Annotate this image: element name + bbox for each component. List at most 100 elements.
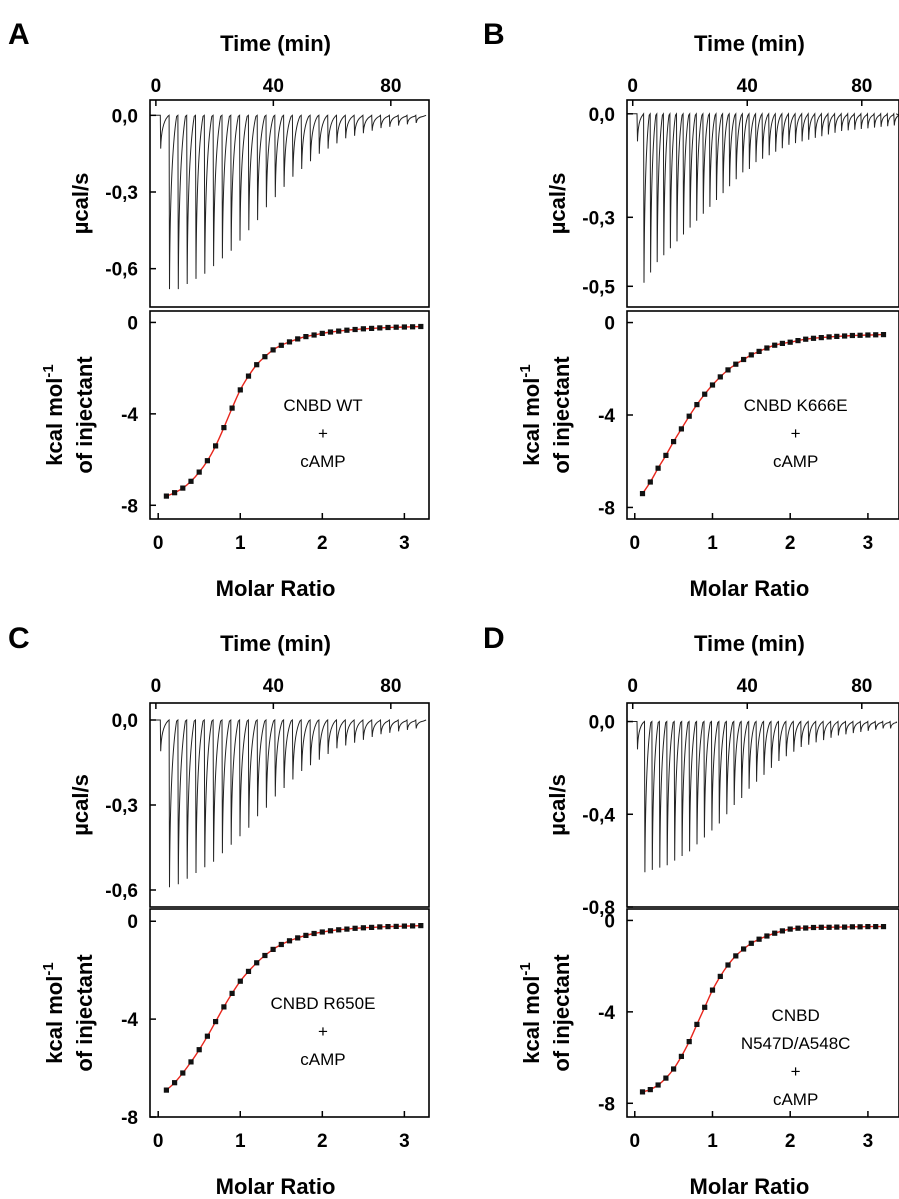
isotherm-data-point — [188, 1059, 194, 1065]
time-tick-label: 80 — [380, 676, 401, 697]
raw-y-tick-label: 0,0 — [589, 105, 615, 126]
isotherm-data-point — [671, 439, 677, 445]
isotherm-y-tick-label: -4 — [121, 1010, 138, 1031]
isotherm-data-point — [393, 324, 399, 330]
isotherm-data-point — [834, 924, 840, 930]
time-tick-label: 40 — [263, 676, 284, 697]
isotherm-data-point — [849, 924, 855, 930]
isotherm-data-point — [254, 960, 260, 966]
molar-ratio-tick-label: 3 — [399, 533, 410, 554]
isotherm-data-point — [686, 1039, 692, 1045]
isotherm-data-point — [764, 345, 770, 351]
isotherm-data-point — [741, 946, 747, 952]
isotherm-data-point — [702, 1004, 708, 1010]
ylabel-superscript: -1 — [40, 962, 57, 975]
raw-y-tick-label: -0,4 — [582, 805, 615, 826]
panel-letter: A — [8, 18, 30, 51]
isotherm-data-point — [810, 335, 817, 341]
isotherm-data-point — [873, 924, 879, 930]
isotherm-data-point — [336, 927, 342, 933]
isotherm-data-point — [360, 326, 366, 332]
isotherm-data-point — [196, 1047, 202, 1053]
ylabel-text: kcal mol — [519, 378, 544, 466]
isotherm-data-point — [663, 452, 669, 458]
isotherm-data-point — [663, 1075, 669, 1081]
raw-y-axis-title: µcal/s — [545, 173, 570, 235]
isotherm-data-point — [319, 929, 325, 935]
sample-annotation-line: + — [791, 1062, 801, 1081]
isotherm-data-point — [369, 924, 375, 930]
isotherm-y-axis-title-line1: kcal mol-1 — [517, 962, 544, 1063]
sample-annotation-line: cAMP — [300, 452, 345, 471]
raw-y-tick-label: -0,5 — [582, 277, 615, 298]
isotherm-data-point — [180, 485, 186, 491]
isotherm-data-point — [418, 923, 424, 929]
panel-a: A Time (min) 0 40 80 0,0 -0,3 -0,6 µcal/s 0 -4 -8 0 1… — [8, 18, 430, 601]
raw-thermogram-trace — [632, 112, 899, 283]
isotherm-plot-frame — [149, 908, 430, 1118]
molar-ratio-tick-label: 0 — [153, 533, 164, 554]
molar-ratio-tick-label: 2 — [317, 533, 328, 554]
isotherm-y-tick-label: 0 — [604, 911, 615, 932]
isotherm-data-point — [352, 925, 358, 931]
isotherm-data-point — [237, 387, 243, 393]
raw-y-tick-label: 0,0 — [112, 106, 138, 127]
isotherm-data-point — [311, 332, 317, 338]
time-tick-label: 0 — [151, 676, 162, 697]
isotherm-data-point — [702, 391, 708, 397]
isotherm-data-point — [303, 932, 309, 938]
isotherm-y-axis-title-line1: kcal mol-1 — [40, 364, 67, 465]
raw-y-axis-title: µcal/s — [545, 774, 570, 836]
isotherm-data-point — [803, 925, 809, 931]
molar-ratio-axis-title: Molar Ratio — [690, 1174, 810, 1199]
isotherm-data-point — [795, 925, 801, 931]
sample-annotation-line: N547D/A548C — [741, 1034, 851, 1053]
time-axis-title: Time (min) — [694, 631, 805, 656]
isotherm-data-point — [295, 336, 301, 342]
sample-annotation-line: cAMP — [773, 1090, 818, 1109]
isotherm-data-point — [163, 493, 169, 499]
time-axis-title: Time (min) — [220, 31, 331, 56]
time-tick-label: 0 — [151, 76, 162, 97]
isotherm-data-point — [810, 924, 817, 931]
binding-fit-line — [642, 925, 884, 1093]
isotherm-data-point — [756, 936, 762, 942]
isotherm-data-point — [327, 329, 334, 335]
panel-d: D Time (min) 0 40 80 0,0 -0,4 -0,8 µcal/s 0 -4 -8 0 1… — [483, 622, 899, 1199]
raw-plot-frame — [149, 702, 430, 908]
isotherm-data-point — [671, 1066, 677, 1072]
time-tick-label: 40 — [737, 76, 758, 97]
raw-thermogram-trace — [632, 720, 898, 873]
isotherm-data-point — [286, 938, 293, 944]
isotherm-y-tick-label: -8 — [598, 1094, 615, 1115]
time-tick-label: 0 — [627, 76, 638, 97]
isotherm-data-point — [826, 924, 832, 930]
isotherm-data-point — [678, 426, 684, 432]
isotherm-data-point — [270, 347, 276, 353]
isotherm-data-point — [733, 953, 739, 959]
molar-ratio-tick-label: 1 — [235, 533, 246, 554]
isotherm-data-point — [803, 336, 809, 342]
isotherm-data-point — [278, 941, 284, 948]
isotherm-data-point — [163, 1087, 169, 1093]
molar-ratio-tick-label: 3 — [863, 533, 874, 554]
isotherm-data-point — [764, 933, 770, 939]
isotherm-data-point — [385, 324, 391, 331]
panel-letter: B — [483, 18, 505, 51]
raw-plot-frame — [149, 99, 430, 308]
isotherm-y-tick-label: -4 — [121, 405, 138, 426]
isotherm-y-axis-title-line2: of injectant — [549, 954, 574, 1072]
isotherm-data-point — [204, 1033, 210, 1039]
molar-ratio-tick-label: 0 — [153, 1131, 164, 1152]
isotherm-data-point — [188, 478, 194, 484]
raw-y-tick-label: -0,6 — [105, 881, 138, 902]
raw-plot-frame — [626, 99, 899, 308]
isotherm-data-point — [694, 1021, 700, 1027]
isotherm-data-point — [880, 332, 887, 338]
isotherm-data-point — [865, 332, 871, 338]
isotherm-plot-frame — [626, 310, 899, 520]
raw-y-tick-label: -0,3 — [105, 183, 138, 204]
isotherm-data-point — [717, 374, 723, 380]
isotherm-data-point — [818, 924, 824, 930]
